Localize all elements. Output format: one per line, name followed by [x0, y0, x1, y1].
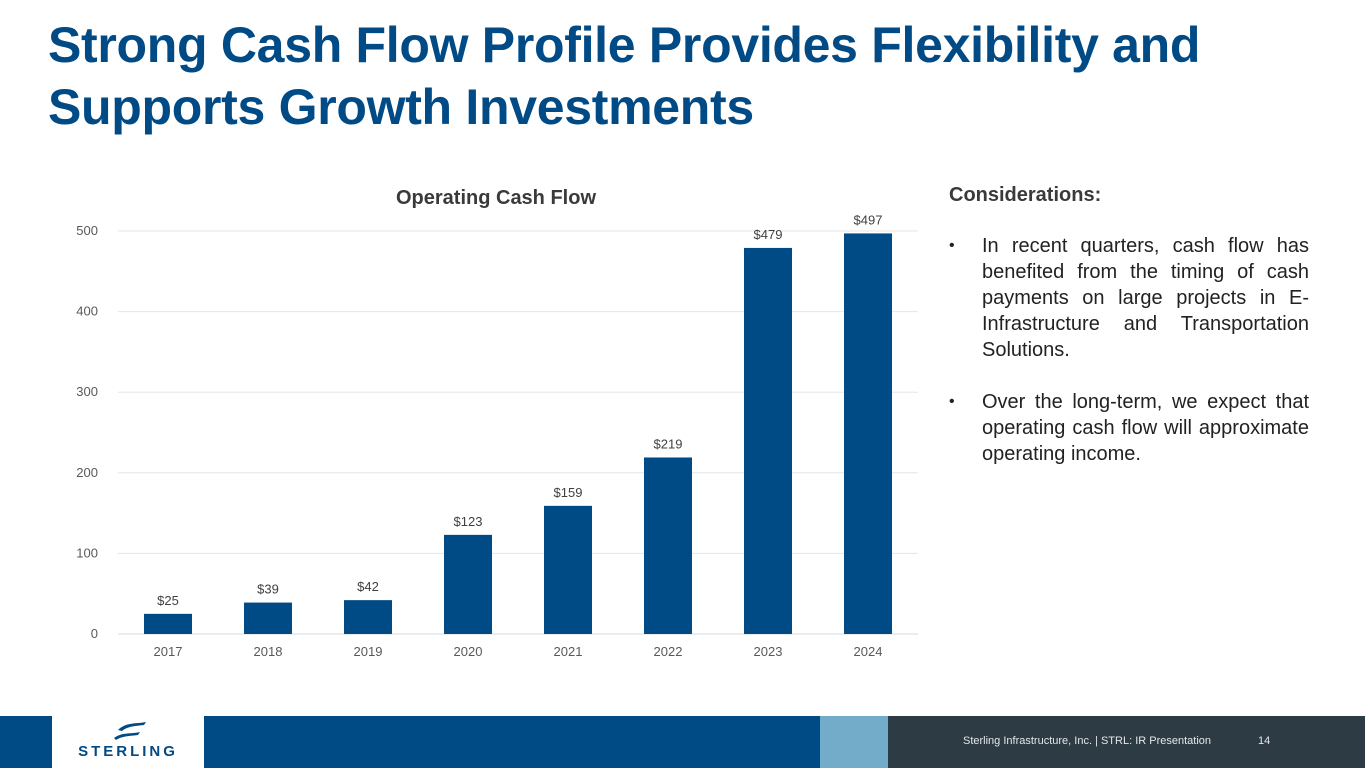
y-tick-label: 300 — [76, 384, 98, 399]
bar — [244, 602, 292, 634]
x-tick-label: 2019 — [354, 644, 383, 659]
bullet-icon: • — [949, 237, 955, 254]
footer-dark-block — [888, 716, 1365, 768]
data-label: $159 — [554, 485, 583, 500]
consideration-item: • In recent quarters, cash flow has bene… — [949, 233, 1309, 363]
x-tick-label: 2021 — [554, 644, 583, 659]
operating-cash-flow-chart: Operating Cash Flow 0 100 200 300 400 500 $25 2… — [60, 178, 930, 668]
consideration-text: Over the long-term, we expect that opera… — [982, 391, 1309, 465]
data-label: $123 — [454, 514, 483, 529]
footer-caption: Sterling Infrastructure, Inc. | STRL: IR… — [963, 735, 1212, 747]
y-tick-label: 400 — [76, 304, 98, 319]
considerations-heading: Considerations: — [949, 184, 1102, 206]
data-label: $479 — [754, 227, 783, 242]
data-label: $39 — [257, 582, 279, 597]
consideration-text: In recent quarters, cash flow has benefi… — [982, 235, 1309, 361]
bar — [444, 534, 492, 634]
company-logo: STERLING — [52, 716, 204, 768]
bar — [344, 600, 392, 634]
y-tick-label: 500 — [76, 223, 98, 238]
consideration-item: • Over the long-term, we expect that ope… — [949, 389, 1309, 467]
x-tick-label: 2022 — [654, 644, 683, 659]
data-label: $219 — [654, 436, 683, 451]
data-label: $42 — [357, 579, 379, 594]
sterling-swoosh-icon — [114, 722, 146, 740]
y-tick-label: 0 — [91, 626, 98, 641]
data-label: $25 — [157, 593, 179, 608]
logo-wordmark: STERLING — [78, 743, 178, 760]
footer-bar: STERLING Sterling Infrastructure, Inc. |… — [0, 716, 1365, 768]
bar — [844, 233, 892, 634]
y-tick-label: 100 — [76, 545, 98, 560]
slide-title: Strong Cash Flow Profile Provides Flexib… — [48, 17, 1201, 135]
bar — [544, 505, 592, 634]
bar — [644, 457, 692, 634]
x-tick-label: 2018 — [254, 644, 283, 659]
footer-accent-block — [820, 716, 888, 768]
chart-svg: Operating Cash Flow 0 100 200 300 400 500 $25 2… — [76, 187, 918, 659]
bar — [744, 247, 792, 634]
x-tick-label: 2023 — [754, 644, 783, 659]
x-tick-label: 2024 — [854, 644, 883, 659]
page-number: 14 — [1258, 735, 1271, 747]
y-tick-label: 200 — [76, 465, 98, 480]
considerations-list: • In recent quarters, cash flow has bene… — [949, 233, 1309, 467]
data-label: $497 — [854, 212, 883, 227]
bar — [144, 613, 192, 634]
bullet-icon: • — [949, 393, 955, 410]
x-tick-label: 2020 — [454, 644, 483, 659]
chart-title: Operating Cash Flow — [396, 187, 596, 209]
considerations-panel: Considerations: • In recent quarters, ca… — [949, 184, 1309, 493]
x-tick-label: 2017 — [154, 644, 183, 659]
